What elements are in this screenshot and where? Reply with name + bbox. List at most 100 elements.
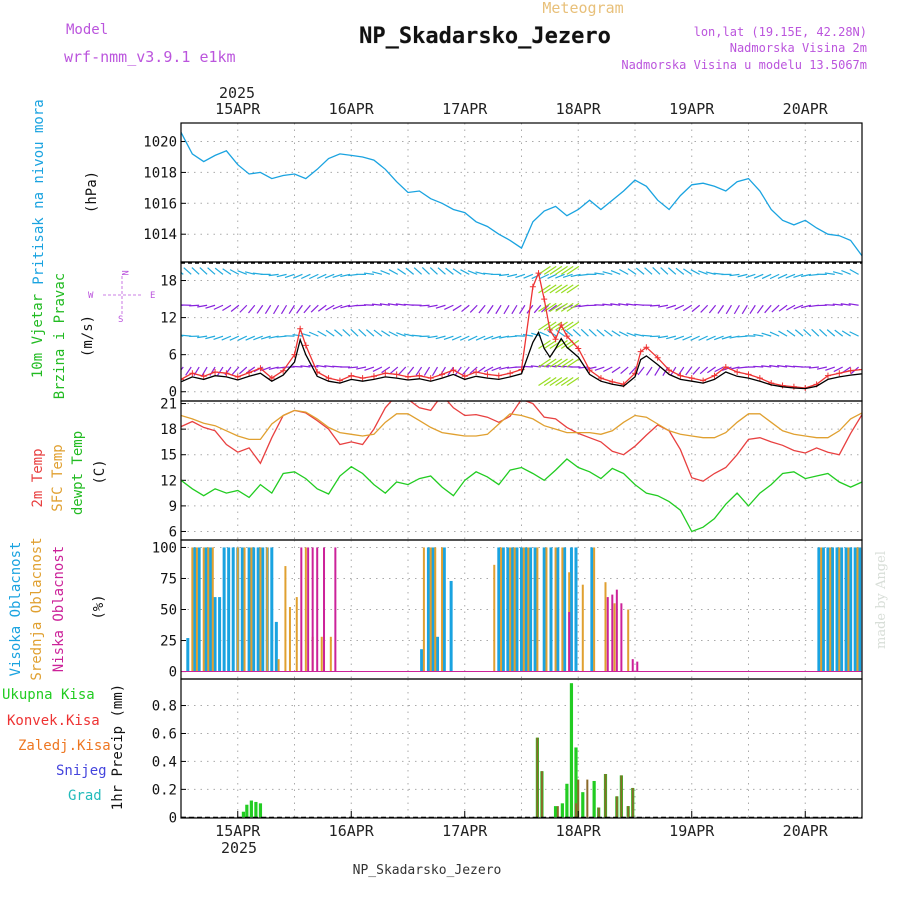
wind-speed-point: [495, 372, 502, 379]
wind-arrow: [756, 304, 764, 314]
wind-speed-point: [280, 367, 287, 374]
clouds-mid-bar: [522, 547, 525, 672]
wind-arrow: [222, 268, 232, 275]
compass-north: N: [119, 270, 129, 275]
wind-arrow: [491, 366, 502, 372]
wind-arrow: [761, 332, 772, 337]
wind-arrow: [437, 267, 446, 275]
precip-total-bar: [254, 801, 258, 818]
wind-arrow: [491, 335, 502, 340]
wind-speed-point: [558, 322, 565, 329]
wind-speed-point: [200, 373, 207, 380]
clouds-high-bar: [222, 547, 226, 672]
precip-ytick-label: 0: [169, 810, 177, 826]
precip-total-bar: [560, 803, 564, 818]
clouds-mid-bar: [493, 564, 496, 672]
wind-arrow: [644, 267, 653, 275]
clouds-mid-bar: [195, 547, 198, 672]
wind-arrow: [543, 284, 557, 294]
wind-arrow: [840, 303, 851, 306]
wind-arrow: [543, 358, 557, 368]
wind-arrow: [292, 273, 303, 279]
wind-arrow: [372, 271, 383, 275]
wind-arrow: [452, 304, 462, 312]
wind-arrow: [721, 335, 732, 340]
wind-arrow: [714, 366, 724, 373]
clouds-mid-bar: [191, 547, 194, 672]
wind-arrow: [483, 335, 494, 341]
clouds-mid-bar: [613, 603, 616, 672]
wind-speed-point: [473, 368, 480, 375]
wind-arrow: [749, 304, 756, 314]
wind-arrow: [548, 304, 558, 312]
precip-conv-bar: [615, 796, 618, 818]
wind-arrow: [549, 302, 563, 312]
wind-arrow: [373, 329, 383, 337]
clouds-low-bar: [311, 547, 314, 672]
wind-arrow: [348, 366, 359, 369]
wind-arrow: [475, 271, 486, 275]
panel-pressure: 1014 1016 1018 1020: [143, 122, 863, 263]
precip-ylabel: 1hr Precip (mm): [110, 684, 126, 810]
wind-speed-point: [382, 370, 389, 377]
clouds-high-bar: [844, 547, 848, 672]
clouds-high-bar: [186, 638, 190, 672]
clouds-high-bar: [274, 621, 278, 672]
year-label-bottom: 2025: [221, 839, 257, 857]
clouds-mid-bar: [536, 547, 539, 672]
wind-arrow: [264, 304, 272, 315]
bottom-tick-label: 19APR: [669, 822, 715, 840]
wind-speed-point: [529, 283, 536, 290]
wind-arrow: [332, 304, 343, 310]
precip-total-bar: [258, 803, 263, 818]
bottom-tick-label: 17APR: [442, 822, 488, 840]
wind-arrow: [444, 304, 454, 310]
clouds-low-bar: [316, 547, 319, 672]
bottom-tick-label: 20APR: [783, 822, 829, 840]
precip-total-bar: [249, 800, 253, 818]
wind-arrow: [699, 366, 709, 375]
precip-conv-bar: [604, 773, 607, 818]
wind-arrow: [848, 303, 859, 306]
clouds-mid-bar: [207, 547, 210, 672]
wind-arrow: [462, 366, 470, 375]
precip-ytick-label: 0.2: [152, 782, 177, 798]
top-tick-label: 18APR: [556, 100, 602, 118]
pressure-ytick-label: 1018: [143, 165, 177, 181]
wind-arrow: [538, 284, 551, 294]
clouds-high-bar: [197, 547, 201, 672]
clouds-high-bar: [204, 547, 208, 672]
wind-arrow: [340, 273, 351, 278]
wind-arrow: [511, 304, 518, 315]
clouds-high-bar: [853, 547, 857, 672]
clouds-high-bar: [426, 547, 430, 672]
wind-arrow: [692, 366, 701, 375]
wind-arrow: [566, 265, 580, 275]
wind-arrow: [555, 302, 568, 312]
clouds-mid-bar: [627, 609, 630, 672]
clouds-high-bar: [436, 636, 440, 672]
wind-arrow: [637, 366, 645, 376]
clouds-high-bar: [497, 547, 501, 672]
wind-speed-point: [370, 373, 377, 380]
wind-arrow: [445, 267, 454, 275]
chart-title: NP_Skadarsko_Jezero: [359, 24, 611, 49]
wind-arrow: [183, 267, 192, 275]
wind-arrow: [841, 269, 851, 275]
wind-arrow: [413, 267, 423, 275]
wind-arrow: [786, 304, 796, 311]
wind-arrow: [610, 269, 621, 275]
wind-arrow: [594, 366, 605, 371]
clouds-high-bar: [840, 547, 844, 672]
model-altitude-label: Nadmorska Visina u modelu 13.5067m: [621, 58, 867, 72]
wind-arrow: [245, 335, 256, 341]
wind-arrow: [217, 366, 224, 376]
wind-arrow: [239, 304, 248, 313]
precip-conv-bar: [540, 771, 543, 818]
wind-arrow: [635, 267, 645, 275]
compass: N W E S: [88, 270, 155, 325]
wind-arrow: [181, 366, 184, 371]
wind-ylabel-1: 10m Vjetar: [30, 294, 46, 378]
wind-speed-point: [563, 333, 570, 340]
wind-arrow: [495, 304, 502, 315]
